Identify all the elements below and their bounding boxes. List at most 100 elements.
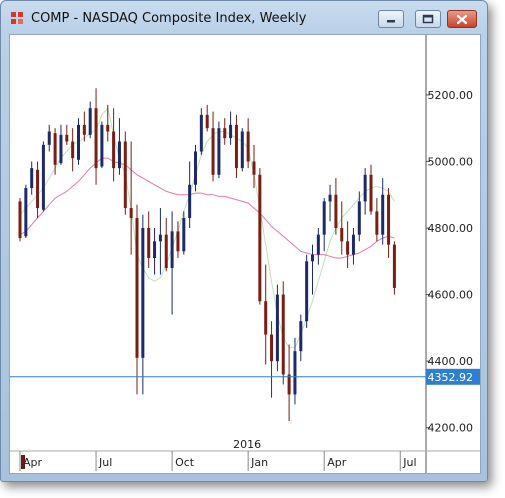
candle-body xyxy=(363,174,367,202)
app-icon[interactable] xyxy=(11,12,25,26)
candle xyxy=(299,314,303,362)
candle-body xyxy=(381,194,385,235)
candle xyxy=(275,284,279,372)
candle-body xyxy=(316,234,320,255)
candle xyxy=(135,204,139,395)
candle xyxy=(94,88,98,185)
candle-body xyxy=(106,124,110,132)
y-tick-label: 5000.00 xyxy=(428,155,474,168)
candle xyxy=(106,104,110,142)
candle xyxy=(100,121,104,169)
candle-body xyxy=(24,188,28,237)
candle xyxy=(36,161,40,219)
candle-body xyxy=(117,141,121,169)
close-button[interactable] xyxy=(447,10,477,28)
candle-body xyxy=(77,124,80,160)
candle xyxy=(53,128,57,175)
candle-body xyxy=(147,228,151,258)
candle-body xyxy=(82,124,86,135)
candle xyxy=(153,228,157,275)
candle xyxy=(229,111,233,145)
candle xyxy=(47,124,51,152)
candle xyxy=(217,121,221,179)
ma-fast-line xyxy=(19,107,395,349)
candle-body xyxy=(176,231,180,252)
candle-body xyxy=(299,321,303,352)
candle-body xyxy=(94,108,98,169)
close-icon xyxy=(456,14,468,24)
candle-body xyxy=(30,168,34,189)
candle-body xyxy=(100,124,104,167)
candle-body xyxy=(270,334,274,362)
candle-body xyxy=(287,374,291,395)
candle xyxy=(123,131,127,215)
candle-body xyxy=(205,114,209,129)
candle-body xyxy=(53,133,57,165)
scroll-marker[interactable] xyxy=(21,455,25,469)
candle xyxy=(117,118,121,175)
candle-body xyxy=(264,301,268,335)
candle xyxy=(252,144,256,189)
candle xyxy=(182,211,186,255)
candle xyxy=(381,178,385,245)
x-tick-label: Jan xyxy=(250,456,268,469)
candle xyxy=(129,141,133,255)
chart-area[interactable]: 4200.00 4400.00 4600.00 4800.00 5000.00 5200.… xyxy=(9,34,481,474)
candle xyxy=(369,164,373,215)
candle xyxy=(375,198,379,242)
candle xyxy=(65,124,69,145)
candle-body xyxy=(182,218,186,252)
candle-body xyxy=(71,141,75,159)
candle-body xyxy=(112,131,116,169)
candle-body xyxy=(18,201,22,239)
candle-body xyxy=(158,234,162,242)
candle-body xyxy=(59,134,63,164)
y-tick-label: 4600.00 xyxy=(428,289,474,302)
candle xyxy=(311,244,314,295)
candle xyxy=(41,141,45,212)
candle-body xyxy=(369,174,373,212)
year-label: 2016 xyxy=(233,438,261,451)
candle-body xyxy=(375,211,379,235)
candle xyxy=(322,198,326,252)
candle xyxy=(270,321,274,398)
candle-body xyxy=(199,114,203,152)
candle xyxy=(387,188,391,258)
candle-body xyxy=(311,254,314,262)
candle xyxy=(164,218,168,272)
candle xyxy=(147,211,151,268)
maximize-button[interactable] xyxy=(415,10,441,28)
candle xyxy=(88,101,92,139)
candle xyxy=(24,184,28,239)
candle xyxy=(77,118,80,165)
candle-body xyxy=(229,124,233,139)
minimize-button[interactable] xyxy=(378,10,404,28)
candle-body xyxy=(357,201,361,235)
y-tick-label: 5200.00 xyxy=(428,89,474,102)
candle xyxy=(334,178,338,235)
candle-body xyxy=(135,218,139,358)
candle-body xyxy=(334,194,338,229)
candle xyxy=(316,228,320,265)
minimize-icon xyxy=(387,20,395,23)
candle-body xyxy=(188,184,192,219)
candle xyxy=(188,161,192,229)
candle-body xyxy=(305,261,309,322)
title-bar[interactable]: COMP - NASDAQ Composite Index, Weekly xyxy=(1,1,487,33)
candle xyxy=(82,111,86,142)
x-tick-label: Oct xyxy=(175,456,195,469)
candle-body xyxy=(88,108,92,135)
candlestick-chart[interactable]: 4200.00 4400.00 4600.00 4800.00 5000.00 5200.… xyxy=(10,35,480,473)
candle xyxy=(234,114,238,179)
candle-body xyxy=(36,169,40,209)
candle-body xyxy=(240,131,244,169)
candle xyxy=(264,264,268,365)
candle-body xyxy=(346,241,350,255)
x-tick-label: Apr xyxy=(327,456,347,469)
candle-body xyxy=(123,141,127,209)
price-line-label-bg xyxy=(426,368,480,385)
candle-body xyxy=(211,128,215,175)
candle-body xyxy=(281,294,285,375)
candle xyxy=(258,168,262,305)
candle-body xyxy=(258,174,262,302)
